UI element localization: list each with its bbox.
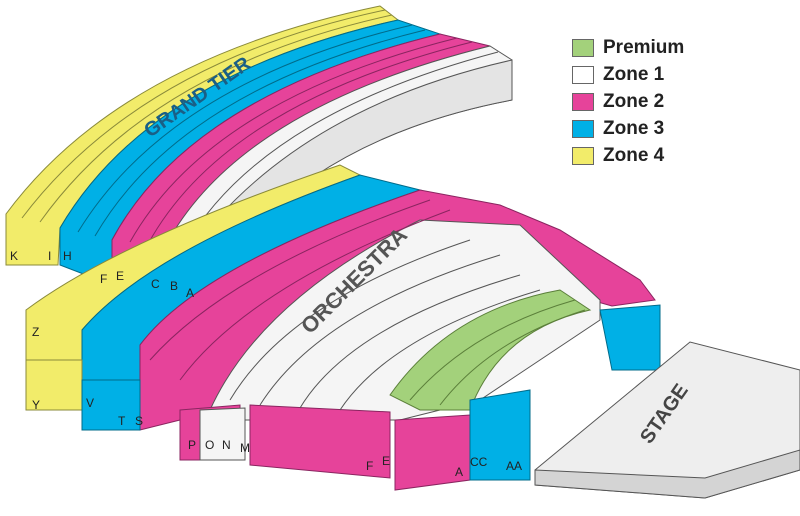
- row-label-aa: AA: [506, 459, 522, 473]
- legend-label: Zone 3: [603, 117, 665, 139]
- stage: STAGE: [534, 341, 800, 499]
- legend-swatch: [572, 65, 594, 84]
- row-label-y: Y: [32, 398, 40, 412]
- row-label-h: H: [63, 249, 72, 263]
- row-label-z: Z: [32, 325, 39, 339]
- orchestra-zone2-front[interactable]: [179, 404, 471, 491]
- orchestra-section: ORCHESTRA: [25, 164, 661, 491]
- row-label-v: V: [86, 396, 94, 410]
- legend-label: Zone 2: [603, 90, 665, 112]
- legend-label: Zone 4: [603, 144, 665, 166]
- row-label-k: K: [10, 249, 18, 263]
- row-label-m: M: [240, 441, 250, 455]
- legend-label: Premium: [603, 36, 685, 58]
- legend-item-zone4: Zone 4: [572, 142, 684, 169]
- row-label-s: S: [135, 414, 143, 428]
- row-label-o: O: [205, 438, 214, 452]
- legend-swatch: [572, 146, 594, 165]
- legend-label: Zone 1: [603, 63, 665, 85]
- row-label-i: I: [48, 249, 51, 263]
- row-label-a: A: [186, 286, 194, 300]
- row-label-e: E: [116, 269, 124, 283]
- row-label-cc: CC: [470, 455, 488, 469]
- legend-swatch: [572, 38, 594, 57]
- row-label-n: N: [222, 438, 231, 452]
- grand-tier-row-labels: K I H F E C B A: [10, 249, 194, 300]
- orchestra-premium[interactable]: [389, 289, 592, 411]
- orchestra-row-labels: Z Y V T S P O N M F E A CC AA: [32, 325, 522, 479]
- legend-item-zone2: Zone 2: [572, 88, 684, 115]
- row-label-f: F: [100, 272, 107, 286]
- legend: Premium Zone 1 Zone 2 Zone 3 Zone 4: [572, 34, 684, 169]
- row-label-a2: A: [455, 465, 463, 479]
- legend-item-zone1: Zone 1: [572, 61, 684, 88]
- row-label-c: C: [151, 277, 160, 291]
- row-label-p: P: [188, 438, 196, 452]
- legend-item-premium: Premium: [572, 34, 684, 61]
- row-label-f2: F: [366, 459, 373, 473]
- row-label-e2: E: [382, 454, 390, 468]
- row-label-t: T: [118, 414, 126, 428]
- row-label-b: B: [170, 279, 178, 293]
- legend-item-zone3: Zone 3: [572, 115, 684, 142]
- legend-swatch: [572, 92, 594, 111]
- legend-swatch: [572, 119, 594, 138]
